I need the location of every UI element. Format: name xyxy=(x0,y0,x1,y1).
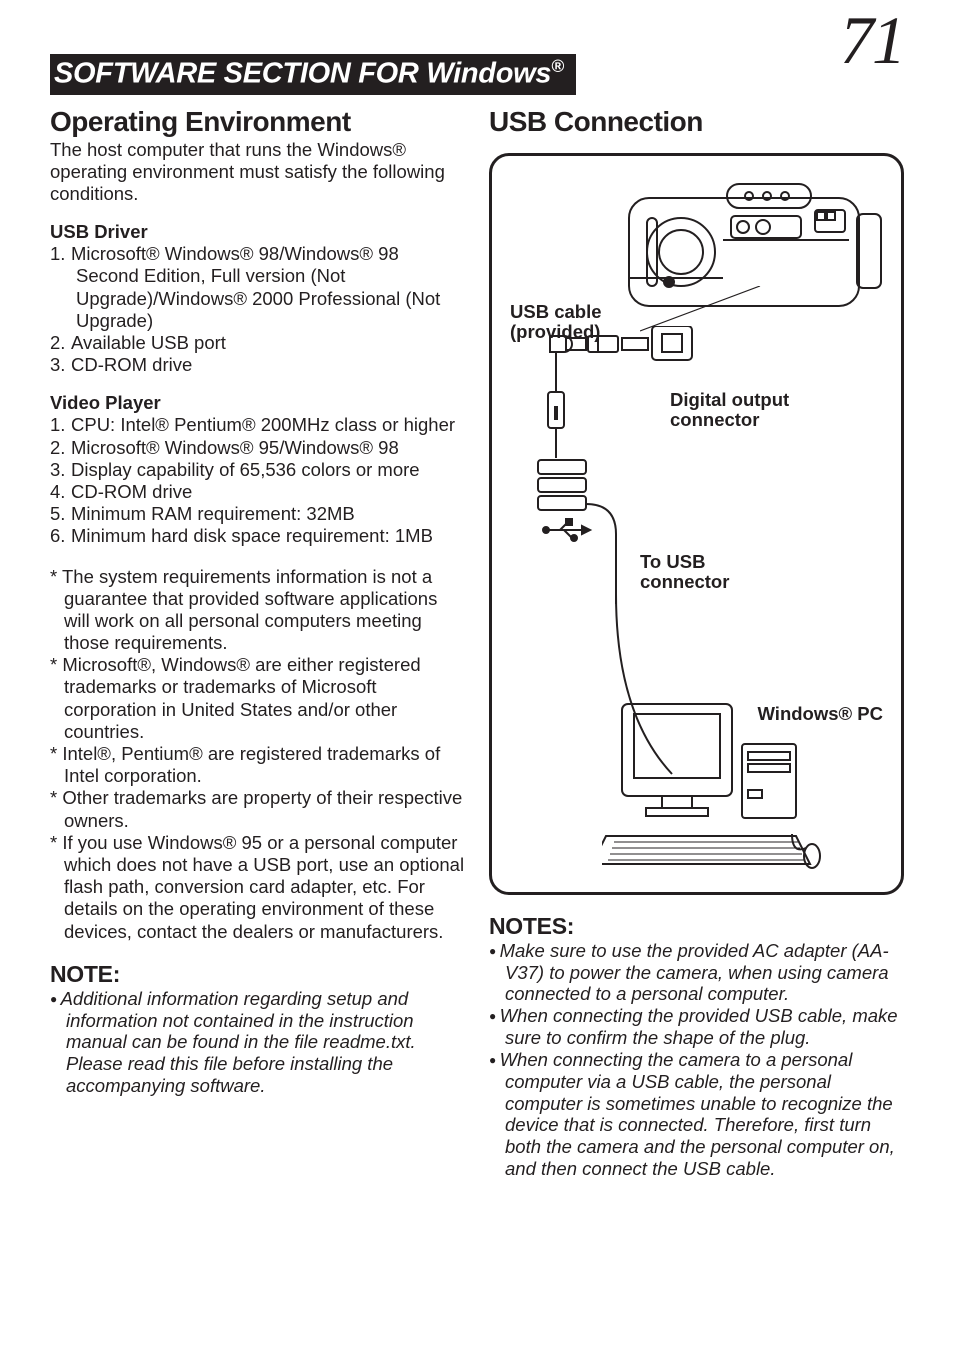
usb-connection-figure: USB cable (provided) Digital output conn… xyxy=(489,153,904,895)
list-item: CD-ROM drive xyxy=(50,354,465,376)
video-player-head: Video Player xyxy=(50,392,465,414)
list-item: CPU: Intel® Pentium® 200MHz class or hig… xyxy=(50,414,465,436)
notes-bullets: Make sure to use the provided AC adapter… xyxy=(489,940,904,1180)
page-number: 71 xyxy=(840,20,904,61)
footnote: * Microsoft®, Windows® are either regist… xyxy=(50,654,465,743)
h-usb-connection: USB Connection xyxy=(489,107,904,136)
header-sup: ® xyxy=(551,56,564,76)
note-head: NOTE: xyxy=(50,961,465,988)
label-to-usb: To USB connector xyxy=(640,552,729,593)
footnote: * Intel®, Pentium® are registered tradem… xyxy=(50,743,465,787)
note-bullets: Additional information regarding setup a… xyxy=(50,988,465,1097)
list-item: When connecting the provided USB cable, … xyxy=(489,1005,904,1049)
list-item: Additional information regarding setup a… xyxy=(50,988,465,1097)
usb-driver-list: Microsoft® Windows® 98/Windows® 98 Secon… xyxy=(50,243,465,376)
footnote: * Other trademarks are property of their… xyxy=(50,787,465,831)
intro-text: The host computer that runs the Windows®… xyxy=(50,139,465,206)
h-operating-environment: Operating Environment xyxy=(50,107,465,136)
label-usb-cable: USB cable (provided) xyxy=(510,302,602,343)
list-item: Display capability of 65,536 colors or m… xyxy=(50,459,465,481)
label-windows-pc: Windows® PC xyxy=(758,704,884,724)
pc-icon xyxy=(602,698,822,878)
header-bar: SOFTWARE SECTION FOR Windows® xyxy=(50,54,576,95)
usb-driver-head: USB Driver xyxy=(50,221,465,243)
notes-head: NOTES: xyxy=(489,913,904,940)
list-item: Minimum RAM requirement: 32MB xyxy=(50,503,465,525)
label-digital-output: Digital output connector xyxy=(670,390,789,431)
left-column: Operating Environment The host computer … xyxy=(50,101,465,1180)
footnote: * If you use Windows® 95 or a personal c… xyxy=(50,832,465,943)
list-item: When connecting the camera to a personal… xyxy=(489,1049,904,1180)
video-player-list: CPU: Intel® Pentium® 200MHz class or hig… xyxy=(50,414,465,547)
list-item: Microsoft® Windows® 95/Windows® 98 xyxy=(50,437,465,459)
page-header: SOFTWARE SECTION FOR Windows® 71 xyxy=(50,40,904,95)
right-column: USB Connection xyxy=(489,101,904,1180)
footnotes: * The system requirements information is… xyxy=(50,566,465,943)
list-item: Available USB port xyxy=(50,332,465,354)
list-item: Make sure to use the provided AC adapter… xyxy=(489,940,904,1005)
footnote: * The system requirements information is… xyxy=(50,566,465,655)
list-item: CD-ROM drive xyxy=(50,481,465,503)
header-text: SOFTWARE SECTION FOR Windows xyxy=(54,58,551,90)
list-item: Microsoft® Windows® 98/Windows® 98 Secon… xyxy=(50,243,465,332)
list-item: Minimum hard disk space requirement: 1MB xyxy=(50,525,465,547)
